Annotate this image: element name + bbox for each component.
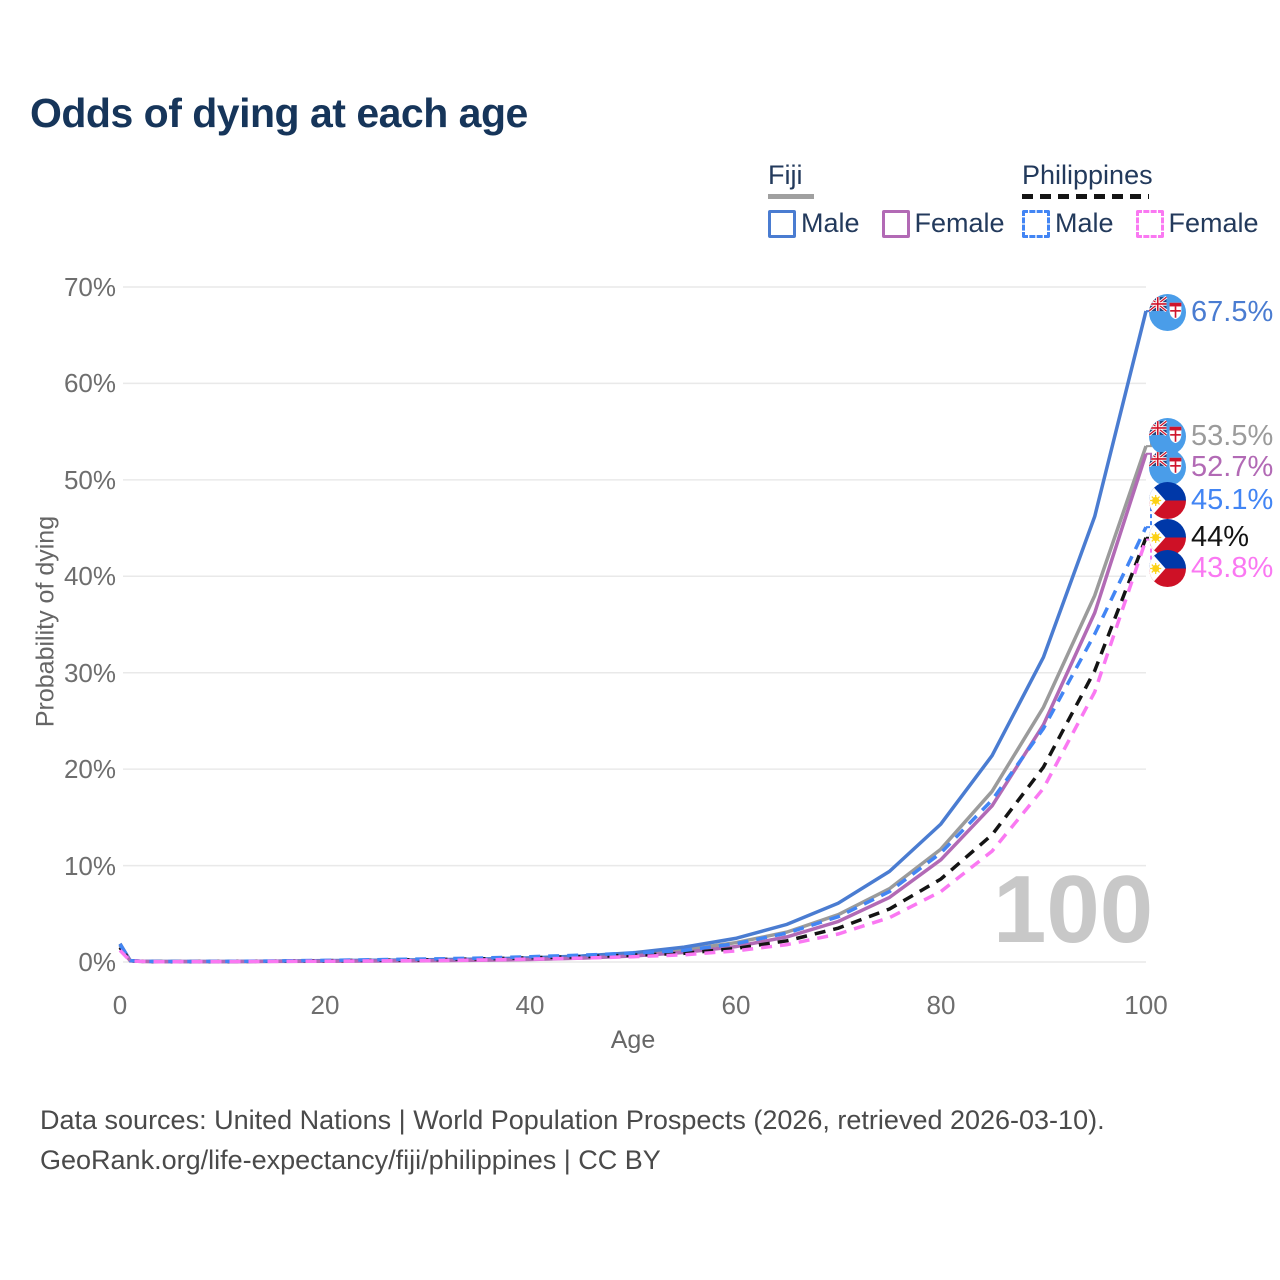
page-title: Odds of dying at each age bbox=[30, 90, 528, 136]
y-tick-label: 30% bbox=[63, 658, 116, 688]
philippines-flag-icon bbox=[1149, 518, 1186, 556]
y-axis-title: Probability of dying bbox=[31, 515, 60, 728]
x-tick-label: 40 bbox=[515, 990, 545, 1020]
y-tick-label: 20% bbox=[63, 754, 116, 784]
end-value-fiji-male: 67.5% bbox=[1191, 295, 1274, 328]
age-watermark: 100 bbox=[993, 856, 1154, 963]
y-tick-label: 40% bbox=[63, 561, 116, 591]
legend-group-fiji: Fiji Male Female bbox=[768, 160, 1027, 239]
x-tick-label: 20 bbox=[310, 990, 340, 1020]
fiji-flag-icon bbox=[1149, 448, 1186, 486]
philippines-line-swatch bbox=[1022, 194, 1149, 199]
x-tick-label: 80 bbox=[926, 990, 956, 1020]
fiji-male-swatch[interactable] bbox=[768, 209, 796, 238]
end-label-fiji-male[interactable]: 67.5% bbox=[1149, 293, 1273, 331]
philippines-male-swatch[interactable] bbox=[1022, 209, 1050, 238]
legend-group-philippines: Philippines Male Female bbox=[1022, 160, 1280, 239]
legend-philippines-female-label[interactable]: Female bbox=[1168, 208, 1259, 238]
end-value-fiji-female: 52.7% bbox=[1191, 450, 1274, 483]
y-tick-label: 70% bbox=[63, 272, 116, 302]
y-tick-label: 60% bbox=[63, 368, 116, 398]
fiji-line-swatch bbox=[768, 194, 814, 199]
series-line-philippines-male[interactable] bbox=[118, 526, 1148, 964]
x-tick-label: 100 bbox=[1124, 990, 1168, 1020]
y-tick-label: 50% bbox=[63, 465, 116, 495]
x-axis-title: Age bbox=[610, 1026, 656, 1054]
fiji-female-swatch[interactable] bbox=[881, 209, 910, 238]
x-tick-label: 0 bbox=[112, 990, 128, 1020]
end-label-philippines-male[interactable]: 45.1% bbox=[1149, 481, 1273, 519]
end-value-philippines-female: 43.8% bbox=[1191, 551, 1274, 584]
fiji-flag-icon bbox=[1149, 417, 1186, 455]
philippines-flag-icon bbox=[1149, 549, 1186, 587]
series-line-philippines-female[interactable] bbox=[118, 539, 1148, 964]
legend-fiji-female-label[interactable]: Female bbox=[914, 208, 1005, 238]
data-sources-text: Data sources: United Nations | World Pop… bbox=[40, 1105, 1105, 1135]
end-label-philippines[interactable]: 44% bbox=[1149, 518, 1249, 556]
legend-fiji-header[interactable]: Fiji bbox=[768, 160, 803, 190]
end-value-philippines: 44% bbox=[1191, 520, 1250, 553]
y-tick-label: 10% bbox=[63, 851, 116, 881]
philippines-female-swatch[interactable] bbox=[1135, 209, 1164, 238]
end-value-philippines-male: 45.1% bbox=[1191, 483, 1274, 516]
legend-philippines-male-label[interactable]: Male bbox=[1055, 208, 1114, 238]
end-label-fiji[interactable]: 53.5% bbox=[1149, 417, 1273, 455]
legend-fiji-male-label[interactable]: Male bbox=[801, 208, 860, 238]
fiji-flag-icon bbox=[1149, 293, 1186, 331]
legend-philippines-header[interactable]: Philippines bbox=[1022, 160, 1153, 190]
philippines-flag-icon bbox=[1149, 481, 1186, 519]
end-value-fiji: 53.5% bbox=[1191, 419, 1274, 452]
end-label-philippines-female[interactable]: 43.8% bbox=[1149, 549, 1273, 587]
end-label-fiji-female[interactable]: 52.7% bbox=[1149, 448, 1273, 486]
y-tick-label: 0% bbox=[78, 947, 116, 977]
x-tick-label: 60 bbox=[721, 990, 751, 1020]
attribution-text[interactable]: GeoRank.org/life-expectancy/fiji/philipp… bbox=[40, 1145, 661, 1175]
